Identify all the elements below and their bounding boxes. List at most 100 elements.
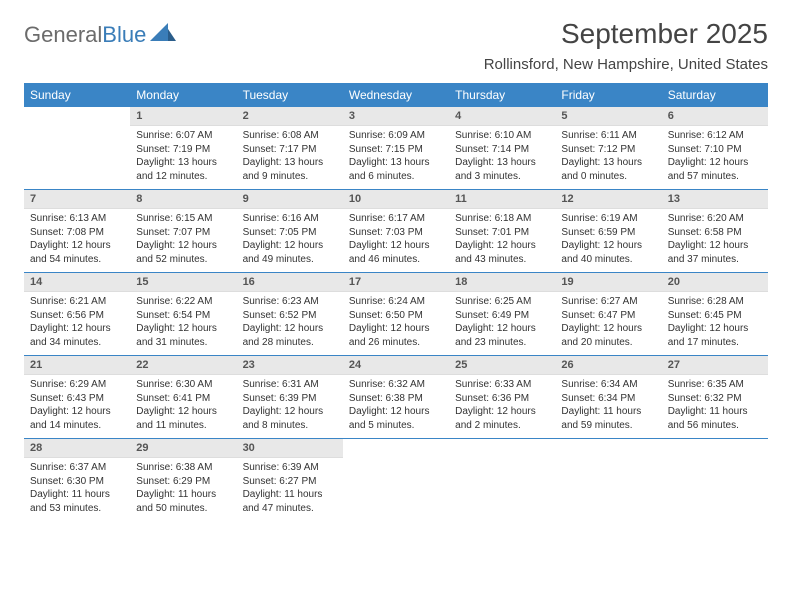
day-number: 15 (130, 273, 236, 292)
daylight-text: Daylight: 12 hours and 49 minutes. (243, 239, 337, 266)
day-cell: 15Sunrise: 6:22 AMSunset: 6:54 PMDayligh… (130, 273, 236, 355)
day-number: 4 (449, 107, 555, 126)
daylight-text: Daylight: 12 hours and 17 minutes. (668, 322, 762, 349)
sunrise-text: Sunrise: 6:19 AM (561, 212, 655, 226)
weekday-header: Friday (555, 83, 661, 107)
sunrise-text: Sunrise: 6:39 AM (243, 461, 337, 475)
day-cell: 22Sunrise: 6:30 AMSunset: 6:41 PMDayligh… (130, 356, 236, 438)
day-details: Sunrise: 6:18 AMSunset: 7:01 PMDaylight:… (449, 209, 555, 272)
day-details: Sunrise: 6:28 AMSunset: 6:45 PMDaylight:… (662, 292, 768, 355)
day-cell: 13Sunrise: 6:20 AMSunset: 6:58 PMDayligh… (662, 190, 768, 272)
daylight-text: Daylight: 11 hours and 56 minutes. (668, 405, 762, 432)
sunset-text: Sunset: 6:56 PM (30, 309, 124, 323)
sunrise-text: Sunrise: 6:25 AM (455, 295, 549, 309)
day-cell: 27Sunrise: 6:35 AMSunset: 6:32 PMDayligh… (662, 356, 768, 438)
sunrise-text: Sunrise: 6:16 AM (243, 212, 337, 226)
day-details: Sunrise: 6:23 AMSunset: 6:52 PMDaylight:… (237, 292, 343, 355)
day-number: 13 (662, 190, 768, 209)
day-number: 17 (343, 273, 449, 292)
location-label: Rollinsford, New Hampshire, United State… (484, 56, 768, 73)
sunset-text: Sunset: 6:38 PM (349, 392, 443, 406)
day-cell: 12Sunrise: 6:19 AMSunset: 6:59 PMDayligh… (555, 190, 661, 272)
day-cell (555, 439, 661, 521)
weekday-header: Sunday (24, 83, 130, 107)
day-details: Sunrise: 6:19 AMSunset: 6:59 PMDaylight:… (555, 209, 661, 272)
day-details: Sunrise: 6:16 AMSunset: 7:05 PMDaylight:… (237, 209, 343, 272)
sunset-text: Sunset: 6:47 PM (561, 309, 655, 323)
sunset-text: Sunset: 7:14 PM (455, 143, 549, 157)
day-cell: 3Sunrise: 6:09 AMSunset: 7:15 PMDaylight… (343, 107, 449, 189)
sunrise-text: Sunrise: 6:27 AM (561, 295, 655, 309)
week-row: 1Sunrise: 6:07 AMSunset: 7:19 PMDaylight… (24, 107, 768, 190)
sunset-text: Sunset: 7:15 PM (349, 143, 443, 157)
calendar-page: GeneralBlue September 2025 Rollinsford, … (0, 0, 792, 539)
day-details: Sunrise: 6:12 AMSunset: 7:10 PMDaylight:… (662, 126, 768, 189)
day-details: Sunrise: 6:21 AMSunset: 6:56 PMDaylight:… (24, 292, 130, 355)
week-row: 21Sunrise: 6:29 AMSunset: 6:43 PMDayligh… (24, 356, 768, 439)
sunrise-text: Sunrise: 6:08 AM (243, 129, 337, 143)
sunrise-text: Sunrise: 6:09 AM (349, 129, 443, 143)
day-details: Sunrise: 6:27 AMSunset: 6:47 PMDaylight:… (555, 292, 661, 355)
day-number: 16 (237, 273, 343, 292)
day-number: 19 (555, 273, 661, 292)
daylight-text: Daylight: 13 hours and 9 minutes. (243, 156, 337, 183)
day-cell: 11Sunrise: 6:18 AMSunset: 7:01 PMDayligh… (449, 190, 555, 272)
daylight-text: Daylight: 12 hours and 8 minutes. (243, 405, 337, 432)
day-number: 24 (343, 356, 449, 375)
sunset-text: Sunset: 7:05 PM (243, 226, 337, 240)
day-details: Sunrise: 6:07 AMSunset: 7:19 PMDaylight:… (130, 126, 236, 189)
day-cell: 10Sunrise: 6:17 AMSunset: 7:03 PMDayligh… (343, 190, 449, 272)
sunrise-text: Sunrise: 6:24 AM (349, 295, 443, 309)
day-details: Sunrise: 6:31 AMSunset: 6:39 PMDaylight:… (237, 375, 343, 438)
day-cell: 9Sunrise: 6:16 AMSunset: 7:05 PMDaylight… (237, 190, 343, 272)
day-details: Sunrise: 6:33 AMSunset: 6:36 PMDaylight:… (449, 375, 555, 438)
day-number: 2 (237, 107, 343, 126)
weekday-header: Wednesday (343, 83, 449, 107)
day-cell: 5Sunrise: 6:11 AMSunset: 7:12 PMDaylight… (555, 107, 661, 189)
sunrise-text: Sunrise: 6:07 AM (136, 129, 230, 143)
day-number: 14 (24, 273, 130, 292)
daylight-text: Daylight: 12 hours and 43 minutes. (455, 239, 549, 266)
weekday-header: Monday (130, 83, 236, 107)
sunset-text: Sunset: 6:58 PM (668, 226, 762, 240)
title-block: September 2025 Rollinsford, New Hampshir… (484, 18, 768, 73)
day-number: 12 (555, 190, 661, 209)
day-cell: 20Sunrise: 6:28 AMSunset: 6:45 PMDayligh… (662, 273, 768, 355)
sunset-text: Sunset: 7:03 PM (349, 226, 443, 240)
day-number: 23 (237, 356, 343, 375)
daylight-text: Daylight: 13 hours and 0 minutes. (561, 156, 655, 183)
day-details: Sunrise: 6:22 AMSunset: 6:54 PMDaylight:… (130, 292, 236, 355)
daylight-text: Daylight: 12 hours and 34 minutes. (30, 322, 124, 349)
daylight-text: Daylight: 12 hours and 14 minutes. (30, 405, 124, 432)
sunrise-text: Sunrise: 6:15 AM (136, 212, 230, 226)
day-number: 21 (24, 356, 130, 375)
calendar-grid: Sunday Monday Tuesday Wednesday Thursday… (24, 83, 768, 521)
week-row: 7Sunrise: 6:13 AMSunset: 7:08 PMDaylight… (24, 190, 768, 273)
day-cell: 8Sunrise: 6:15 AMSunset: 7:07 PMDaylight… (130, 190, 236, 272)
sunrise-text: Sunrise: 6:10 AM (455, 129, 549, 143)
sunrise-text: Sunrise: 6:22 AM (136, 295, 230, 309)
day-number: 1 (130, 107, 236, 126)
logo-triangle-icon (150, 21, 176, 47)
day-details: Sunrise: 6:15 AMSunset: 7:07 PMDaylight:… (130, 209, 236, 272)
day-cell: 28Sunrise: 6:37 AMSunset: 6:30 PMDayligh… (24, 439, 130, 521)
sunset-text: Sunset: 6:49 PM (455, 309, 549, 323)
sunset-text: Sunset: 6:52 PM (243, 309, 337, 323)
day-details: Sunrise: 6:20 AMSunset: 6:58 PMDaylight:… (662, 209, 768, 272)
day-number: 20 (662, 273, 768, 292)
sunset-text: Sunset: 7:17 PM (243, 143, 337, 157)
daylight-text: Daylight: 12 hours and 20 minutes. (561, 322, 655, 349)
daylight-text: Daylight: 12 hours and 28 minutes. (243, 322, 337, 349)
sunrise-text: Sunrise: 6:29 AM (30, 378, 124, 392)
day-cell: 14Sunrise: 6:21 AMSunset: 6:56 PMDayligh… (24, 273, 130, 355)
sunrise-text: Sunrise: 6:30 AM (136, 378, 230, 392)
daylight-text: Daylight: 11 hours and 53 minutes. (30, 488, 124, 515)
day-details: Sunrise: 6:24 AMSunset: 6:50 PMDaylight:… (343, 292, 449, 355)
sunrise-text: Sunrise: 6:35 AM (668, 378, 762, 392)
daylight-text: Daylight: 13 hours and 6 minutes. (349, 156, 443, 183)
day-cell: 17Sunrise: 6:24 AMSunset: 6:50 PMDayligh… (343, 273, 449, 355)
day-cell: 29Sunrise: 6:38 AMSunset: 6:29 PMDayligh… (130, 439, 236, 521)
brand-part2: Blue (102, 22, 146, 48)
sunset-text: Sunset: 6:27 PM (243, 475, 337, 489)
sunrise-text: Sunrise: 6:38 AM (136, 461, 230, 475)
